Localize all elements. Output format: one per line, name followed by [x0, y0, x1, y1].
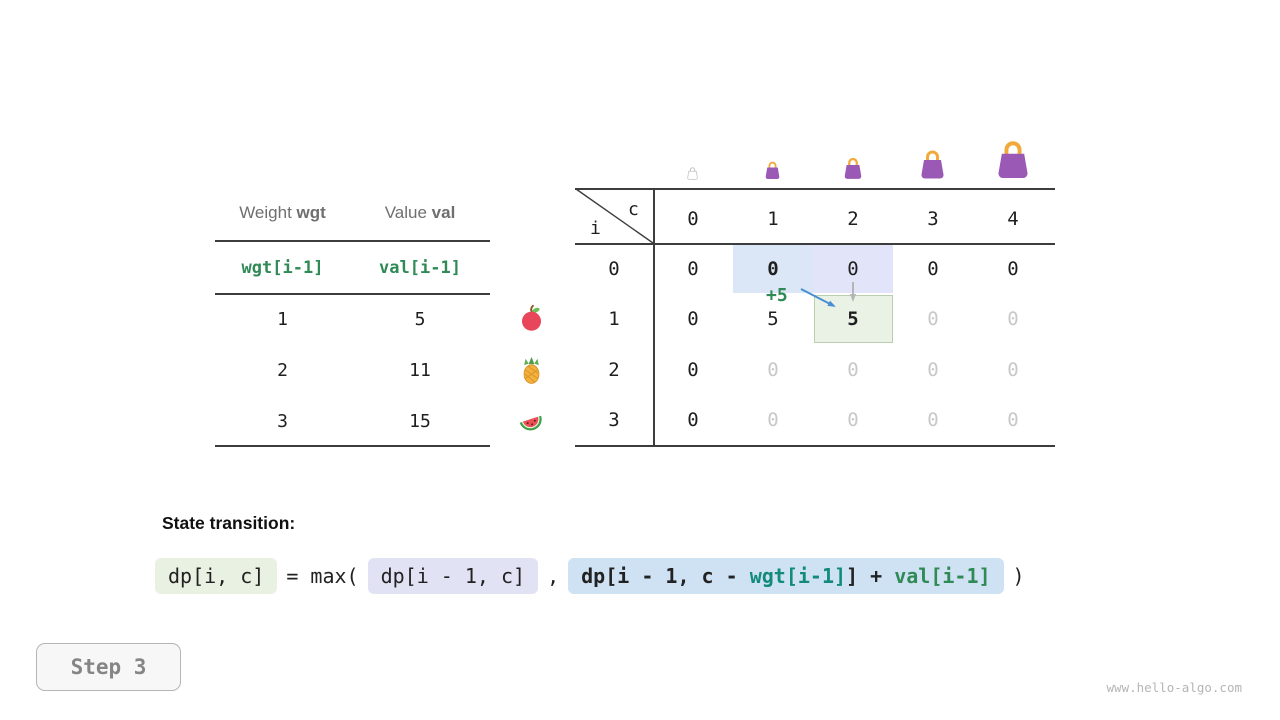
weight-header-code: wgt — [296, 203, 326, 222]
dp-cell-r0-c3: 0 — [927, 258, 939, 280]
take-term-bracket: ] — [846, 564, 859, 588]
take-term-val: val[i-1] — [894, 564, 991, 588]
corner-col-label: c — [628, 199, 639, 220]
dp-cell-r3-c4: 0 — [1007, 409, 1019, 431]
dp-rule-bottom — [575, 445, 1055, 447]
dp-current-term: dp[i, c] — [155, 558, 278, 594]
dp-row-header: 3 — [608, 409, 620, 431]
dp-cell-r1-c2: 5 — [847, 308, 859, 330]
plus-five-annotation: +5 — [766, 285, 788, 306]
items-table-rule-top — [215, 240, 490, 242]
dp-take-term: dp[i - 1, c - wgt[i-1]] + val[i-1] — [568, 558, 1004, 594]
close-paren-text: ) — [1012, 564, 1025, 588]
dp-cell-r2-c1: 0 — [767, 359, 779, 381]
dp-rule-vertical — [653, 188, 655, 446]
dp-cell-r3-c3: 0 — [927, 409, 939, 431]
watermelon-icon — [515, 406, 547, 441]
value-header-text: Value — [384, 203, 427, 222]
state-transition-heading: State transition: — [162, 513, 296, 533]
items-table-rule-bottom — [215, 445, 490, 447]
comma-text: , — [547, 564, 560, 588]
items-table-rule-mid — [215, 293, 490, 295]
dp-col-header: 3 — [927, 208, 939, 230]
dp-row-header: 2 — [608, 359, 620, 381]
dp-row-header: 1 — [608, 308, 620, 330]
dp-row-header: 0 — [608, 258, 620, 280]
corner-row-label: i — [590, 218, 601, 239]
dp-cell-r2-c2: 0 — [847, 359, 859, 381]
bag-medium-icon — [840, 156, 866, 185]
take-term-plus: + — [858, 564, 895, 588]
dp-col-header: 4 — [1007, 208, 1019, 230]
dp-cell-r0-c1: 0 — [767, 258, 779, 280]
item-row-val: 15 — [409, 411, 431, 432]
dp-cell-r1-c4: 0 — [1007, 308, 1019, 330]
dp-col-header: 1 — [767, 208, 779, 230]
take-term-wgt: wgt[i-1] — [749, 564, 847, 588]
equals-max-text: = max( — [286, 564, 359, 588]
dp-rule-header — [575, 243, 1055, 245]
items-col-value-header: Value val — [350, 196, 490, 230]
dp-col-header: 2 — [847, 208, 859, 230]
state-transition-formula: dp[i, c] = max( dp[i - 1, c] , dp[i - 1,… — [155, 558, 1034, 594]
step-badge: Step 3 — [36, 643, 181, 691]
dp-skip-term: dp[i - 1, c] — [367, 558, 539, 594]
pineapple-icon — [517, 356, 546, 390]
take-term-prefix: dp[i - 1, c - — [581, 564, 750, 588]
dp-cell-r1-c3: 0 — [927, 308, 939, 330]
dp-cell-r0-c0: 0 — [687, 258, 699, 280]
item-row-val: 11 — [409, 360, 431, 381]
bag-large-icon — [915, 148, 950, 185]
dp-cell-r2-c3: 0 — [927, 359, 939, 381]
dp-cell-r3-c2: 0 — [847, 409, 859, 431]
corner-diagonal-line — [575, 188, 654, 244]
dp-cell-r0-c4: 0 — [1007, 258, 1019, 280]
dp-cell-r2-c0: 0 — [687, 359, 699, 381]
val-formula-cell: val[i-1] — [379, 258, 461, 278]
dp-cell-r3-c0: 0 — [687, 409, 699, 431]
watermark: www.hello-algo.com — [1106, 680, 1242, 695]
dp-cell-r2-c4: 0 — [1007, 359, 1019, 381]
bag-xlarge-icon — [990, 138, 1036, 185]
item-row-val: 5 — [414, 309, 426, 330]
highlight-dp-prev-col-cell — [733, 245, 813, 293]
item-row-wgt: 1 — [277, 309, 288, 330]
items-col-weight-header: Weight wgt — [215, 196, 350, 230]
dp-rule-top — [575, 188, 1055, 190]
bag-small-icon — [762, 160, 783, 185]
wgt-formula-cell: wgt[i-1] — [241, 258, 324, 278]
dp-cell-r1-c1: 5 — [767, 308, 779, 330]
item-row-wgt: 3 — [277, 411, 288, 432]
item-row-wgt: 2 — [277, 360, 288, 381]
weight-header-text: Weight — [239, 203, 292, 222]
dp-cell-r0-c2: 0 — [847, 258, 859, 280]
dp-col-header: 0 — [687, 208, 699, 230]
dp-cell-r1-c0: 0 — [687, 308, 699, 330]
dp-cell-r3-c1: 0 — [767, 409, 779, 431]
apple-icon — [517, 304, 546, 338]
value-header-code: val — [431, 203, 456, 222]
bag-tiny-grey-icon — [685, 166, 700, 185]
